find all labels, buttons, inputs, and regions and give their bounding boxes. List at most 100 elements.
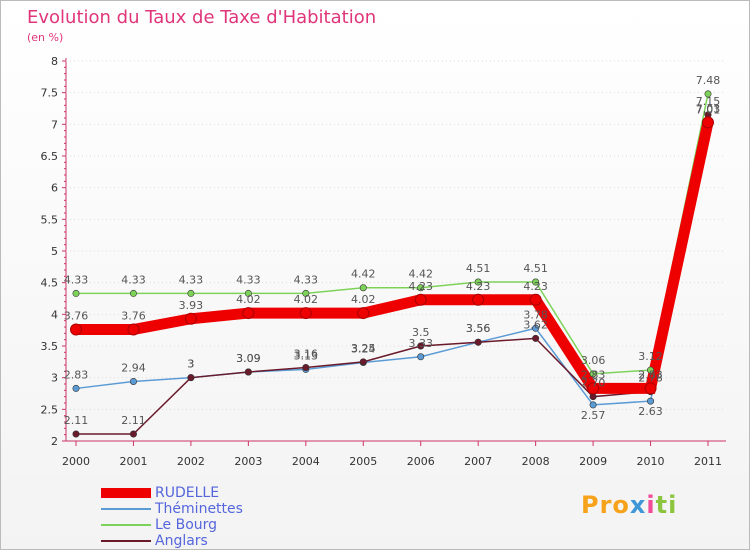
data-label: 4.23 [408, 280, 433, 293]
y-tick-label: 6 [51, 182, 58, 195]
data-label: 2.11 [121, 414, 146, 427]
data-label: 4.51 [523, 262, 548, 275]
data-label: 3.09 [236, 352, 261, 365]
data-point-anglars [244, 368, 252, 376]
data-label: 4.02 [236, 293, 261, 306]
data-label: 4.42 [408, 268, 433, 281]
logo-part-1: Pro [581, 491, 630, 519]
data-label: 3.76 [121, 310, 146, 323]
data-label: 2.63 [638, 405, 663, 418]
x-tick-label: 2002 [177, 455, 205, 468]
data-point-anglars [474, 338, 482, 346]
legend-swatch [101, 508, 151, 510]
data-point-anglars [187, 374, 195, 382]
legend-swatch [101, 540, 151, 542]
data-label: 2.83 [638, 368, 663, 381]
data-point-anglars [72, 430, 80, 438]
legend-label: Théminettes [155, 501, 243, 517]
data-point-rudelle [70, 323, 82, 336]
x-tick-label: 2008 [522, 455, 550, 468]
data-point-thminettes [417, 353, 425, 361]
data-label: 4.33 [179, 273, 204, 286]
data-point-rudelle [587, 382, 600, 395]
y-tick-label: 3 [51, 372, 58, 385]
data-label: 3.56 [466, 322, 491, 335]
data-point-anglars [532, 334, 540, 342]
data-label: 3.25 [351, 342, 376, 355]
data-point-rudelle [127, 323, 140, 336]
data-label: 3.76 [64, 310, 89, 323]
data-point-rudelle [702, 116, 714, 129]
data-label: 3.09 [236, 352, 261, 365]
data-label: 7.01 [696, 104, 721, 117]
series-line-thminettes [75, 123, 709, 406]
data-point-thminettes [532, 324, 540, 332]
x-tick-label: 2006 [407, 455, 435, 468]
x-tick-label: 2005 [349, 455, 377, 468]
legend-item: RUDELLE [101, 485, 321, 501]
data-label: 3.06 [581, 354, 606, 367]
data-label: 2.78 [638, 372, 663, 385]
data-label: 4.33 [236, 273, 261, 286]
y-tick-label: 7.5 [41, 87, 59, 100]
data-point-rudelle [357, 307, 370, 320]
data-label: 2.11 [64, 414, 89, 427]
data-label: 4.33 [64, 273, 89, 286]
data-point-anglars [129, 430, 137, 438]
data-label: 3.16 [294, 348, 319, 361]
logo-part-3: i [646, 491, 656, 519]
chart-title: Evolution du Taux de Taxe d'Habitation [27, 7, 377, 28]
y-tick-label: 3.5 [41, 340, 59, 353]
data-label: 3.56 [466, 322, 491, 335]
data-label: 4.33 [294, 273, 319, 286]
data-point-thminettes [129, 377, 137, 385]
data-point-rudelle [299, 307, 312, 320]
data-label: 7.48 [696, 74, 721, 87]
y-tick-label: 5.5 [41, 213, 59, 226]
data-label: 3 [187, 358, 194, 371]
legend-label: RUDELLE [155, 485, 220, 501]
legend-swatch [101, 524, 151, 526]
y-tick-label: 7 [51, 118, 58, 131]
x-tick-label: 2004 [292, 455, 320, 468]
legend-item: Le Bourg [101, 517, 321, 533]
data-point-lebourg [474, 278, 482, 286]
proxiti-logo: Proxiti [581, 491, 677, 519]
data-label: 4.51 [466, 262, 491, 275]
data-label: 4.33 [121, 273, 146, 286]
x-tick-label: 2000 [62, 455, 90, 468]
logo-part-4: ti [655, 491, 678, 519]
x-tick-label: 2010 [637, 455, 665, 468]
data-point-lebourg [647, 366, 655, 374]
y-tick-label: 6.5 [41, 150, 59, 163]
data-point-rudelle [242, 307, 255, 320]
logo-part-2: x [629, 491, 647, 519]
y-tick-label: 2.5 [41, 403, 59, 416]
data-label: 7.15 [696, 95, 721, 108]
data-label: 3.93 [179, 299, 204, 312]
legend-swatch [101, 488, 151, 498]
x-tick-label: 2009 [579, 455, 607, 468]
data-label: 7.03 [696, 102, 721, 115]
data-label: 4.23 [523, 280, 548, 293]
series-line-anglars [76, 114, 709, 435]
data-point-lebourg [187, 289, 195, 297]
data-point-lebourg [589, 370, 597, 378]
data-label: 3.13 [294, 349, 319, 362]
data-label: 4.02 [294, 293, 319, 306]
data-label: 2.70 [581, 377, 606, 390]
data-label: 3.5 [412, 326, 430, 339]
series-line-lebourg [76, 93, 709, 375]
x-tick-label: 2003 [234, 455, 262, 468]
data-point-anglars [417, 342, 425, 350]
data-point-rudelle [644, 382, 657, 395]
data-label: 3 [187, 358, 194, 371]
data-point-thminettes [589, 401, 597, 409]
legend-label: Anglars [155, 533, 208, 549]
data-point-anglars [359, 358, 367, 366]
data-point-rudelle [414, 293, 427, 306]
y-tick-label: 2 [51, 435, 58, 448]
data-label: 3.12 [638, 350, 663, 363]
y-axis-unit-label: (en %) [27, 31, 64, 44]
